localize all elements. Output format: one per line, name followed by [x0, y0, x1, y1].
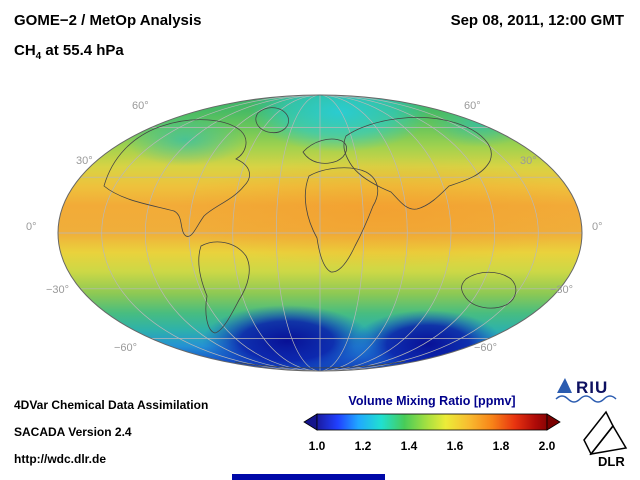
continent-outlines [103, 107, 517, 369]
dlr-logo: DLR [583, 410, 628, 469]
page-subtitle: CH4 at 55.4 hPa [14, 42, 124, 62]
map-outline [57, 94, 583, 372]
subtitle-species: CH [14, 42, 36, 59]
colorbar-tick: 2.0 [538, 439, 556, 453]
dlr-logo-text: DLR [598, 454, 625, 469]
lat-label-60n-right: 60° [464, 100, 481, 112]
footer-url-label: http://wdc.dlr.de [14, 452, 106, 466]
dlr-mark-icon [583, 410, 614, 456]
colorbar-left-arrow [303, 413, 318, 431]
footer-version-label: SACADA Version 2.4 [14, 425, 132, 439]
subtitle-level: at 55.4 hPa [41, 42, 124, 59]
lat-label-0-right: 0° [592, 221, 603, 233]
lat-label-30s-right: −30° [550, 284, 574, 296]
lat-label-30n-right: 30° [520, 155, 537, 167]
lat-label-0-left: 0° [26, 221, 37, 233]
lat-label-30s-left: −30° [46, 284, 70, 296]
colorbar-title: Volume Mixing Ratio [ppmv] [348, 394, 516, 408]
heatmap-field [58, 95, 582, 371]
colorbar-tick: 1.6 [446, 439, 464, 453]
timestamp: Sep 08, 2011, 12:00 GMT [450, 12, 624, 29]
lat-label-60s-left: −60° [114, 342, 138, 354]
lat-label-60n-left: 60° [132, 100, 149, 112]
colorbar-tick: 1.2 [354, 439, 372, 453]
page-title: GOME−2 / MetOp Analysis [14, 12, 202, 29]
riu-logo: RIU [555, 378, 617, 403]
colorbar: Volume Mixing Ratio [ppmv] [303, 394, 561, 464]
colorbar-tick: 1.0 [308, 439, 326, 453]
footer-assimilation-label: 4DVar Chemical Data Assimilation [14, 398, 209, 412]
lat-label-60s-right: −60° [474, 342, 498, 354]
colorbar-gradient [303, 413, 561, 431]
colorbar-right-arrow [546, 413, 561, 431]
lat-label-30n-left: 30° [76, 155, 93, 167]
colorbar-tick: 1.8 [492, 439, 510, 453]
riu-wave-icon [555, 395, 617, 403]
subtitle-subscript: 4 [35, 51, 42, 62]
riu-mark-icon [557, 378, 572, 393]
colorbar-ticks: 1.0 1.2 1.4 1.6 1.8 2.0 [303, 439, 561, 455]
footer-bar-fragment [232, 474, 385, 480]
riu-logo-text: RIU [576, 378, 608, 397]
colorbar-tick: 1.4 [400, 439, 418, 453]
